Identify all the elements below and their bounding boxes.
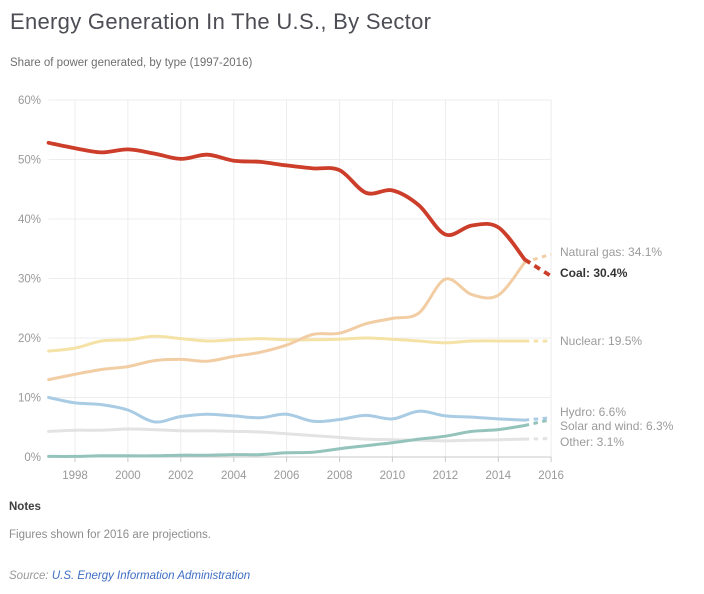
svg-text:60%: 60% xyxy=(18,95,41,107)
end-label-hydro: Hydro: 6.6% xyxy=(560,405,627,419)
svg-text:2002: 2002 xyxy=(168,470,194,482)
svg-text:2004: 2004 xyxy=(221,470,247,482)
page-subtitle: Share of power generated, by type (1997-… xyxy=(10,57,253,69)
svg-text:20%: 20% xyxy=(18,333,41,345)
svg-text:40%: 40% xyxy=(18,214,41,226)
source-link[interactable]: U.S. Energy Information Administration xyxy=(51,570,251,582)
svg-text:2016: 2016 xyxy=(538,470,564,482)
source-prefix: Source: xyxy=(9,570,49,582)
svg-text:0%: 0% xyxy=(24,452,41,464)
svg-text:1998: 1998 xyxy=(62,470,88,482)
source-line: Source: U.S. Energy Information Administ… xyxy=(9,570,250,582)
svg-text:2014: 2014 xyxy=(486,470,512,482)
page-title: Energy Generation In The U.S., By Sector xyxy=(10,9,432,34)
svg-text:50%: 50% xyxy=(18,155,41,167)
svg-text:2006: 2006 xyxy=(274,470,300,482)
end-label-natural-gas: Natural gas: 34.1% xyxy=(560,245,663,259)
end-label-coal: Coal: 30.4% xyxy=(560,266,628,280)
notes-heading: Notes xyxy=(9,501,41,513)
notes-body: Figures shown for 2016 are projections. xyxy=(9,529,211,541)
svg-text:2012: 2012 xyxy=(433,470,459,482)
end-label-other: Other: 3.1% xyxy=(560,435,625,449)
svg-text:10%: 10% xyxy=(18,393,41,405)
end-label-nuclear: Nuclear: 19.5% xyxy=(560,334,643,348)
svg-text:2008: 2008 xyxy=(327,470,353,482)
svg-text:30%: 30% xyxy=(18,274,41,286)
end-label-solar-and-wind: Solar and wind: 6.3% xyxy=(560,419,674,433)
svg-text:2010: 2010 xyxy=(380,470,406,482)
svg-text:2000: 2000 xyxy=(115,470,141,482)
